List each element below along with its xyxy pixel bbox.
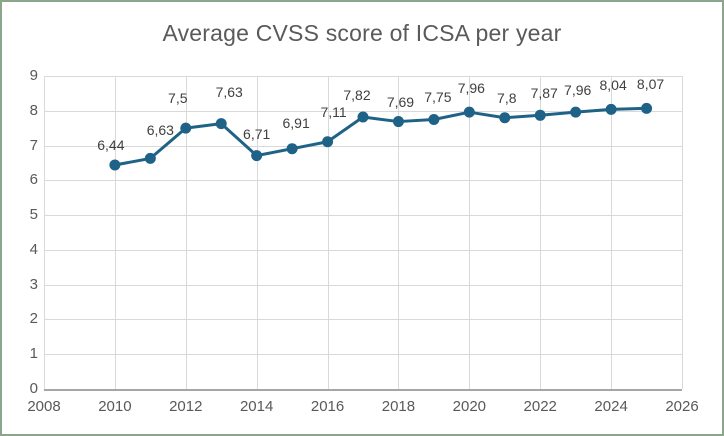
gridline-vertical	[185, 76, 187, 389]
y-axis-tick-label: 3	[29, 275, 38, 293]
data-point-label: 8,04	[599, 77, 627, 94]
data-point-label: 7,5	[168, 90, 188, 107]
data-point-marker	[180, 122, 192, 134]
gridline-vertical	[682, 76, 683, 389]
data-point-marker	[215, 118, 227, 130]
data-point-label: 6,63	[146, 122, 174, 139]
x-axis-tick-label: 2024	[594, 398, 628, 415]
gridline-horizontal	[44, 180, 682, 182]
data-point-label: 6,44	[97, 137, 125, 154]
gridline-vertical	[469, 76, 471, 389]
data-point-label: 7,63	[215, 83, 243, 100]
gridline-vertical	[398, 76, 400, 389]
gridline-vertical	[256, 76, 258, 389]
data-point-label: 6,71	[243, 125, 271, 142]
data-point-marker	[605, 103, 617, 115]
data-point-label: 7,8	[497, 89, 517, 106]
y-axis-tick-label: 9	[29, 67, 38, 84]
data-point-label: 7,75	[424, 89, 452, 106]
y-axis-tick-label: 5	[29, 206, 38, 224]
gridline-horizontal	[44, 145, 682, 147]
data-point-marker	[251, 150, 263, 162]
gridline-horizontal	[44, 354, 682, 356]
gridline-horizontal	[44, 284, 682, 286]
data-point-marker	[570, 106, 582, 118]
series-polyline	[113, 106, 649, 167]
gridline-horizontal	[44, 76, 682, 77]
data-point-label: 7,96	[564, 82, 592, 99]
data-point-label: 7,11	[320, 103, 347, 120]
y-axis-tick-label: 0	[29, 380, 38, 397]
gridline-horizontal	[44, 215, 682, 217]
y-axis-tick-label: 4	[29, 240, 38, 258]
x-axis-tick-label: 2022	[523, 398, 557, 415]
gridline-horizontal	[44, 249, 682, 251]
gridline-vertical	[44, 76, 45, 389]
y-axis-tick-label: 1	[29, 345, 38, 363]
x-axis-tick-label: 2018	[381, 398, 416, 415]
x-axis-tick-label: 2026	[665, 398, 699, 415]
data-point-marker	[499, 112, 511, 124]
data-point-marker	[534, 109, 546, 121]
data-point-marker	[109, 159, 121, 171]
gridline-vertical	[327, 76, 329, 389]
data-point-marker	[641, 102, 653, 114]
x-axis-tick-label: 2008	[27, 398, 61, 415]
data-point-label: 8,07	[636, 76, 665, 93]
data-point-marker	[322, 136, 334, 148]
x-axis-tick-label: 2016	[310, 398, 345, 415]
y-axis-tick-label: 2	[29, 310, 38, 328]
chart-title: Average CVSS score of ICSA per year	[162, 20, 562, 46]
data-point-marker	[463, 106, 475, 118]
data-point-marker	[392, 116, 404, 128]
data-point-label: 6,91	[282, 114, 310, 131]
gridline-horizontal	[44, 319, 682, 321]
data-series-line	[109, 102, 653, 171]
x-axis-tick-label: 2014	[239, 398, 274, 415]
x-axis-tick-label: 2010	[98, 398, 132, 415]
x-axis-tick-label: 2012	[169, 398, 203, 415]
data-point-label: 7,96	[457, 80, 485, 97]
y-axis-tick-label: 6	[29, 171, 38, 189]
data-point-label: 7,82	[343, 87, 371, 104]
gridline-horizontal	[44, 110, 682, 112]
x-axis-line	[44, 389, 682, 391]
data-point-label: 7,87	[530, 85, 558, 102]
y-axis-tick-label: 8	[29, 101, 38, 119]
data-point-marker	[286, 143, 298, 155]
gridline-vertical	[114, 76, 116, 389]
gridline-vertical	[611, 76, 613, 389]
plot-area: 6,44 6,63 7,5 7,63 6,71 6,91 7,11 7,82 7,69 7,75 7…	[44, 76, 683, 390]
gridline-vertical	[540, 76, 542, 389]
data-point-marker	[428, 113, 440, 125]
data-point-marker	[357, 111, 369, 123]
data-point-marker	[144, 152, 156, 164]
y-axis-tick-label: 7	[29, 136, 38, 154]
x-axis-tick-label: 2020	[452, 398, 487, 415]
data-point-label: 7,69	[386, 93, 415, 110]
